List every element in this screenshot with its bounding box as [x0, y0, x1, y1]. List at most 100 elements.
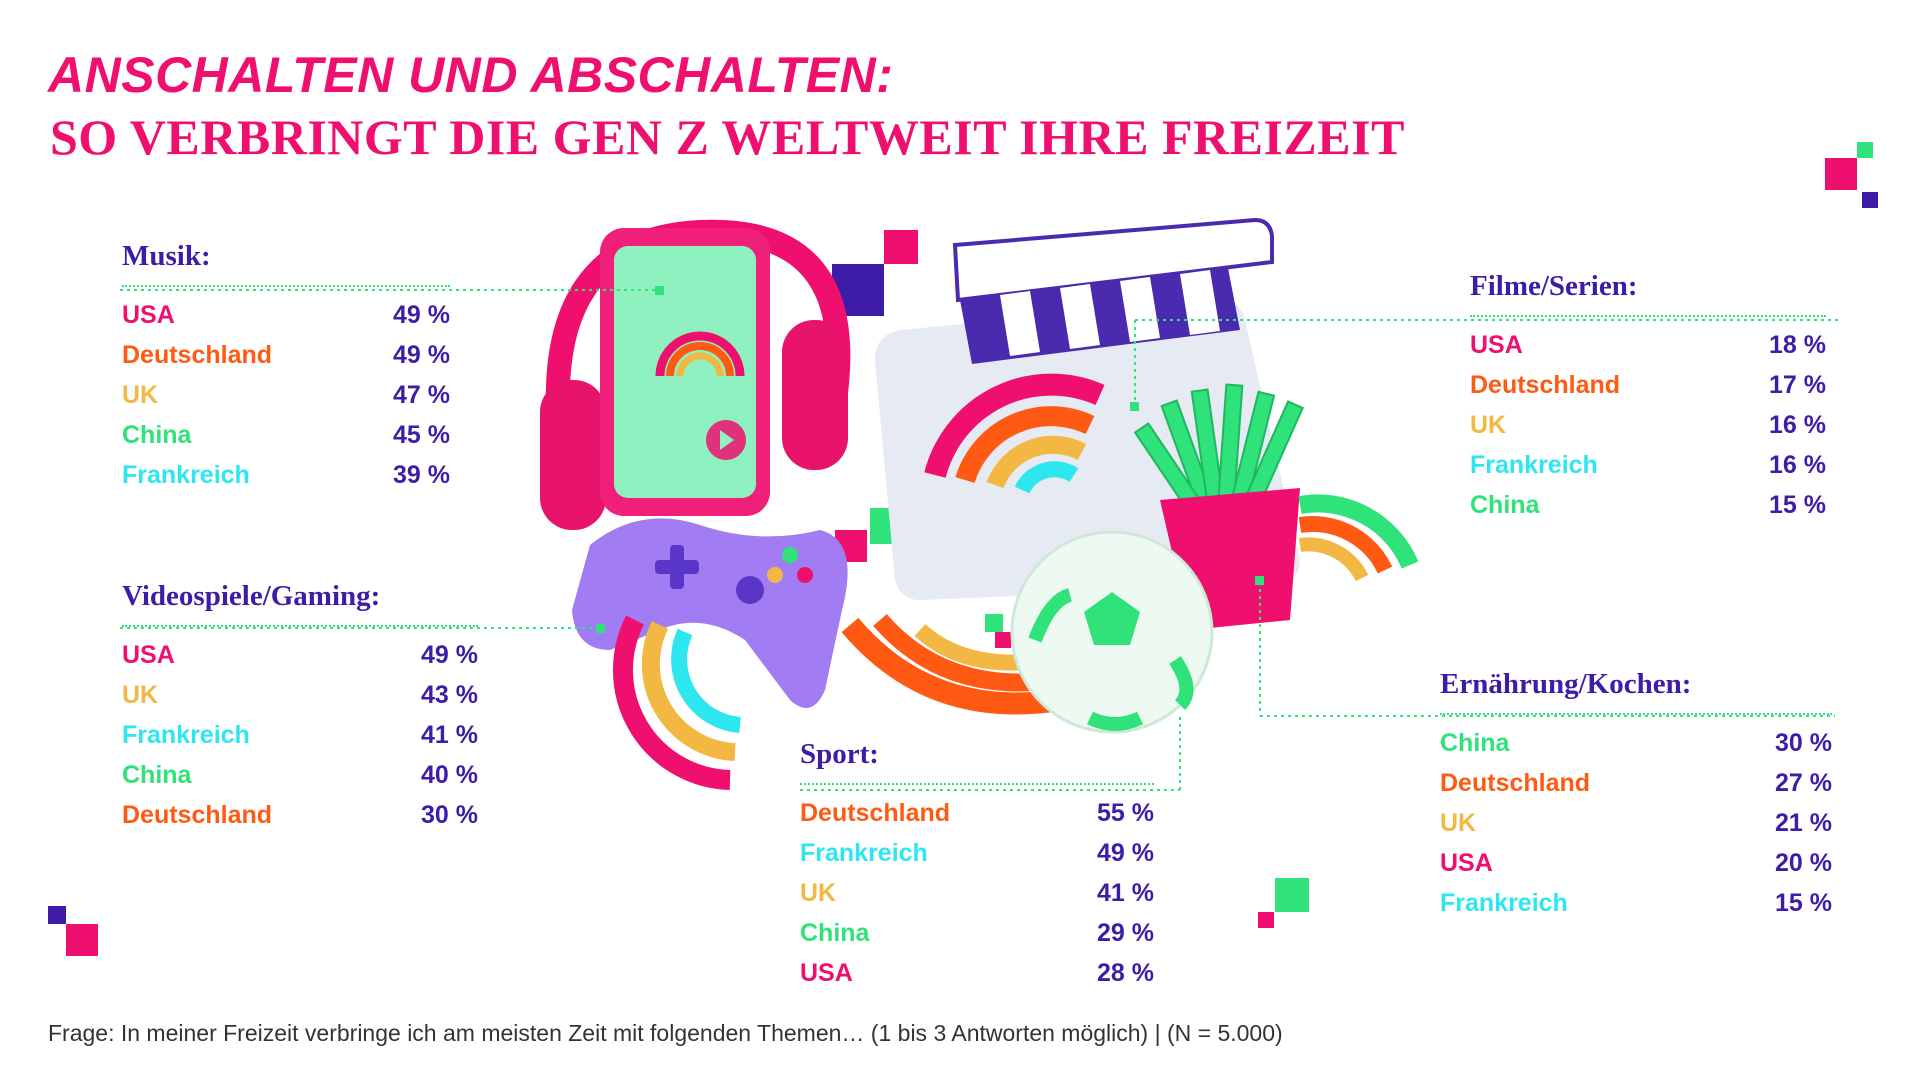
- table-row: USA 28 %: [800, 953, 1154, 993]
- percent-value: 39 %: [393, 461, 450, 489]
- panel-filme-serien: Filme/Serien: USA 18 % Deutschland 17 % UK 16 …: [1470, 270, 1826, 525]
- table-row: China 29 %: [800, 913, 1154, 953]
- table-row: Frankreich 49 %: [800, 833, 1154, 873]
- table-row: UK 21 %: [1440, 803, 1832, 843]
- panel-title: Videospiele/Gaming:: [122, 580, 381, 612]
- country-label: Deutschland: [1470, 371, 1621, 399]
- table-row: Deutschland 55 %: [800, 793, 1154, 833]
- panel-divider: [122, 625, 478, 627]
- country-label: Frankreich: [800, 839, 928, 867]
- country-label: Frankreich: [1440, 889, 1568, 917]
- main-subtitle: SO VERBRINGT DIE GEN Z WELTWEIT IHRE FRE…: [50, 109, 1405, 165]
- panel-rows: China 30 % Deutschland 27 % UK 21 % USA 20 % Fra…: [1440, 723, 1832, 923]
- percent-value: 49 %: [393, 301, 450, 329]
- country-label: UK: [122, 381, 159, 409]
- table-row: Deutschland 49 %: [122, 335, 450, 375]
- panel-rows: USA 49 % Deutschland 49 % UK 47 % China 45 % Fra…: [122, 295, 450, 495]
- leader-dots: [596, 286, 1264, 633]
- table-row: Deutschland 27 %: [1440, 763, 1832, 803]
- country-label: China: [1470, 491, 1540, 519]
- table-row: UK 41 %: [800, 873, 1154, 913]
- table-row: UK 43 %: [122, 675, 478, 715]
- table-row: Frankreich 15 %: [1440, 883, 1832, 923]
- main-title: ANSCHALTEN UND ABSCHALTEN:: [48, 47, 894, 103]
- country-label: USA: [122, 641, 175, 669]
- table-row: UK 16 %: [1470, 405, 1826, 445]
- country-label: Deutschland: [800, 799, 951, 827]
- percent-value: 18 %: [1769, 331, 1826, 359]
- percent-value: 41 %: [421, 721, 478, 749]
- percent-value: 28 %: [1097, 959, 1154, 987]
- country-label: Deutschland: [1440, 769, 1591, 797]
- table-row: Deutschland 30 %: [122, 795, 478, 835]
- country-label: China: [1440, 729, 1510, 757]
- panel-rows: USA 18 % Deutschland 17 % UK 16 % Frankreich 16…: [1470, 325, 1826, 525]
- panel-rows: Deutschland 55 % Frankreich 49 % UK 41 % China…: [800, 793, 1154, 993]
- table-row: China 30 %: [1440, 723, 1832, 763]
- country-label: China: [800, 919, 870, 947]
- percent-value: 49 %: [1097, 839, 1154, 867]
- country-label: Frankreich: [122, 721, 250, 749]
- country-label: China: [122, 761, 192, 789]
- footnote: Frage: In meiner Freizeit verbringe ich …: [48, 1020, 1283, 1046]
- table-row: USA 49 %: [122, 635, 478, 675]
- country-label: Deutschland: [122, 801, 273, 829]
- music-player-icon: [600, 228, 770, 516]
- percent-value: 29 %: [1097, 919, 1154, 947]
- table-row: Frankreich 16 %: [1470, 445, 1826, 485]
- leader-lines: [120, 289, 1840, 791]
- table-row: UK 47 %: [122, 375, 450, 415]
- decor-squares: [48, 142, 1878, 956]
- table-row: China 15 %: [1470, 485, 1826, 525]
- game-controller-icon: [572, 518, 848, 790]
- country-label: Frankreich: [122, 461, 250, 489]
- country-label: USA: [1440, 849, 1493, 877]
- table-row: USA 49 %: [122, 295, 450, 335]
- country-label: USA: [800, 959, 853, 987]
- country-label: China: [122, 421, 192, 449]
- percent-value: 30 %: [421, 801, 478, 829]
- panel-gaming: Videospiele/Gaming: USA 49 % UK 43 % Frankrei…: [122, 580, 478, 835]
- panel-ernaehrung-kochen: Ernährung/Kochen: China 30 % Deutschland 27 …: [1440, 668, 1832, 923]
- percent-value: 40 %: [421, 761, 478, 789]
- percent-value: 30 %: [1775, 729, 1832, 757]
- country-label: USA: [1470, 331, 1523, 359]
- clapperboard-icon: [875, 217, 1300, 600]
- country-label: Deutschland: [122, 341, 273, 369]
- table-row: China 40 %: [122, 755, 478, 795]
- panel-divider: [1470, 315, 1826, 317]
- table-row: USA 18 %: [1470, 325, 1826, 365]
- panel-title: Sport:: [800, 738, 879, 770]
- percent-value: 49 %: [421, 641, 478, 669]
- table-row: Frankreich 41 %: [122, 715, 478, 755]
- soccer-ball-icon: [841, 530, 1214, 734]
- table-row: Deutschland 17 %: [1470, 365, 1826, 405]
- country-label: UK: [1440, 809, 1477, 837]
- table-row: Frankreich 39 %: [122, 455, 450, 495]
- percent-value: 43 %: [421, 681, 478, 709]
- percent-value: 15 %: [1769, 491, 1826, 519]
- percent-value: 41 %: [1097, 879, 1154, 907]
- panel-divider: [122, 285, 450, 287]
- panel-title: Ernährung/Kochen:: [1440, 668, 1692, 700]
- percent-value: 27 %: [1775, 769, 1832, 797]
- percent-value: 49 %: [393, 341, 450, 369]
- percent-value: 45 %: [393, 421, 450, 449]
- panel-sport: Sport: Deutschland 55 % Frankreich 49 % UK 41 …: [800, 738, 1154, 993]
- country-label: Frankreich: [1470, 451, 1598, 479]
- percent-value: 20 %: [1775, 849, 1832, 877]
- panel-title: Filme/Serien:: [1470, 270, 1638, 302]
- percent-value: 16 %: [1769, 451, 1826, 479]
- percent-value: 17 %: [1769, 371, 1826, 399]
- table-row: USA 20 %: [1440, 843, 1832, 883]
- percent-value: 21 %: [1775, 809, 1832, 837]
- country-label: UK: [800, 879, 837, 907]
- percent-value: 15 %: [1775, 889, 1832, 917]
- percent-value: 47 %: [393, 381, 450, 409]
- percent-value: 55 %: [1097, 799, 1154, 827]
- percent-value: 16 %: [1769, 411, 1826, 439]
- country-label: UK: [122, 681, 159, 709]
- panel-title: Musik:: [122, 240, 211, 272]
- country-label: UK: [1470, 411, 1507, 439]
